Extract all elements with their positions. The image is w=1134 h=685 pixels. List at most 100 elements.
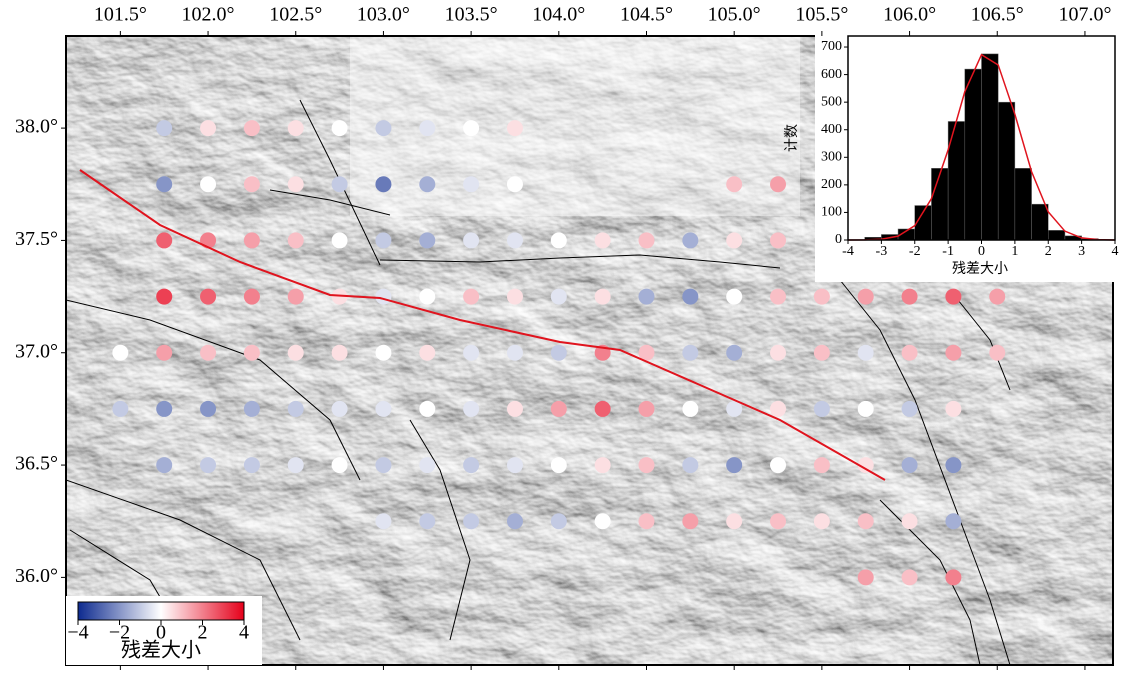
residual-dot xyxy=(331,400,348,417)
residual-dot xyxy=(375,400,392,417)
colorbar-tick-label: −4 xyxy=(67,622,88,644)
residual-dot xyxy=(287,344,304,361)
hist-y-tick-label: 100 xyxy=(821,205,842,220)
residual-dot xyxy=(726,457,743,474)
fault xyxy=(299,99,381,266)
colorbar-tick-label: −2 xyxy=(109,622,130,644)
residual-dot xyxy=(770,344,787,361)
residual-dot xyxy=(200,457,217,474)
residual-dot xyxy=(857,344,874,361)
y-tick-label: 36.0° xyxy=(15,565,58,587)
x-tick-label: 105.5° xyxy=(795,4,848,26)
colorbar xyxy=(77,601,245,621)
residual-dot xyxy=(419,232,436,249)
fault xyxy=(379,254,781,269)
residual-dot xyxy=(726,232,743,249)
residual-dot xyxy=(550,513,567,530)
y-tick-label: 38.0° xyxy=(15,116,58,138)
residual-dot xyxy=(813,513,830,530)
residual-dot xyxy=(200,400,217,417)
residual-dot xyxy=(375,457,392,474)
residual-dot xyxy=(945,457,962,474)
hist-x-tick-label: 1 xyxy=(1011,244,1018,259)
residual-dots xyxy=(112,120,1006,586)
residual-dot xyxy=(375,344,392,361)
hist-y-tick-label: 700 xyxy=(821,39,842,54)
hist-x-tick-label: 4 xyxy=(1112,244,1119,259)
x-tick-label: 104.5° xyxy=(620,4,673,26)
fault xyxy=(409,419,471,641)
hist-x-tick-label: -1 xyxy=(942,244,954,259)
residual-dot xyxy=(331,176,348,193)
residual-dot xyxy=(375,288,392,305)
residual-dot xyxy=(243,120,260,137)
hist-bar xyxy=(931,168,949,241)
residual-dot xyxy=(463,344,480,361)
residual-dot xyxy=(857,457,874,474)
residual-dot xyxy=(331,288,348,305)
residual-dot xyxy=(770,232,787,249)
residual-dot xyxy=(243,457,260,474)
colorbar-tick-label: 0 xyxy=(156,622,166,644)
residual-dot xyxy=(419,513,436,530)
residual-dot xyxy=(156,120,173,137)
residual-dot xyxy=(506,232,523,249)
residual-dot xyxy=(857,288,874,305)
residual-dot xyxy=(200,232,217,249)
residual-dot xyxy=(463,513,480,530)
x-tick-label: 101.5° xyxy=(94,4,147,26)
residual-dot xyxy=(638,400,655,417)
residual-dot xyxy=(550,400,567,417)
residual-dot xyxy=(156,176,173,193)
residual-dot xyxy=(550,288,567,305)
residual-dot xyxy=(463,232,480,249)
colorbar-tick-label: 2 xyxy=(198,622,208,644)
residual-dot xyxy=(243,400,260,417)
residual-dot xyxy=(156,344,173,361)
hist-y-tick-label: 200 xyxy=(821,177,842,192)
residual-dot xyxy=(989,288,1006,305)
residual-dot xyxy=(901,569,918,586)
residual-dot xyxy=(506,457,523,474)
x-tick-label: 102.0° xyxy=(182,4,235,26)
x-tick-label: 104.0° xyxy=(532,4,585,26)
residual-dot xyxy=(770,457,787,474)
x-tick-label: 106.5° xyxy=(971,4,1024,26)
residual-dot xyxy=(287,457,304,474)
residual-dot xyxy=(243,344,260,361)
residual-dot xyxy=(682,513,699,530)
residual-dot xyxy=(331,344,348,361)
residual-dot xyxy=(419,120,436,137)
residual-dot xyxy=(200,288,217,305)
residual-dot xyxy=(901,457,918,474)
residual-dot xyxy=(375,120,392,137)
residual-dot xyxy=(901,288,918,305)
residual-dot xyxy=(506,288,523,305)
residual-dot xyxy=(770,176,787,193)
y-tick-label: 37.5° xyxy=(15,228,58,250)
residual-dot xyxy=(463,288,480,305)
hist-bar xyxy=(1031,203,1049,241)
residual-dot xyxy=(682,400,699,417)
residual-dot xyxy=(594,288,611,305)
residual-dot xyxy=(156,232,173,249)
residual-dot xyxy=(200,176,217,193)
map-frame xyxy=(65,35,1114,666)
residual-dot xyxy=(682,457,699,474)
x-tick-label: 102.5° xyxy=(269,4,322,26)
residual-dot xyxy=(419,344,436,361)
x-tick-label: 107.0° xyxy=(1058,4,1111,26)
residual-dot xyxy=(506,400,523,417)
fit-curve xyxy=(847,53,1116,241)
residual-dot xyxy=(463,120,480,137)
x-tick-label: 105.0° xyxy=(708,4,761,26)
fault xyxy=(839,279,1011,665)
residual-dot xyxy=(726,513,743,530)
residual-dot xyxy=(156,400,173,417)
hist-y-tick-label: 300 xyxy=(821,150,842,165)
residual-dot xyxy=(901,400,918,417)
residual-dot xyxy=(594,232,611,249)
y-tick-label: 37.0° xyxy=(15,340,58,362)
residual-dot xyxy=(594,400,611,417)
residual-dot xyxy=(419,176,436,193)
